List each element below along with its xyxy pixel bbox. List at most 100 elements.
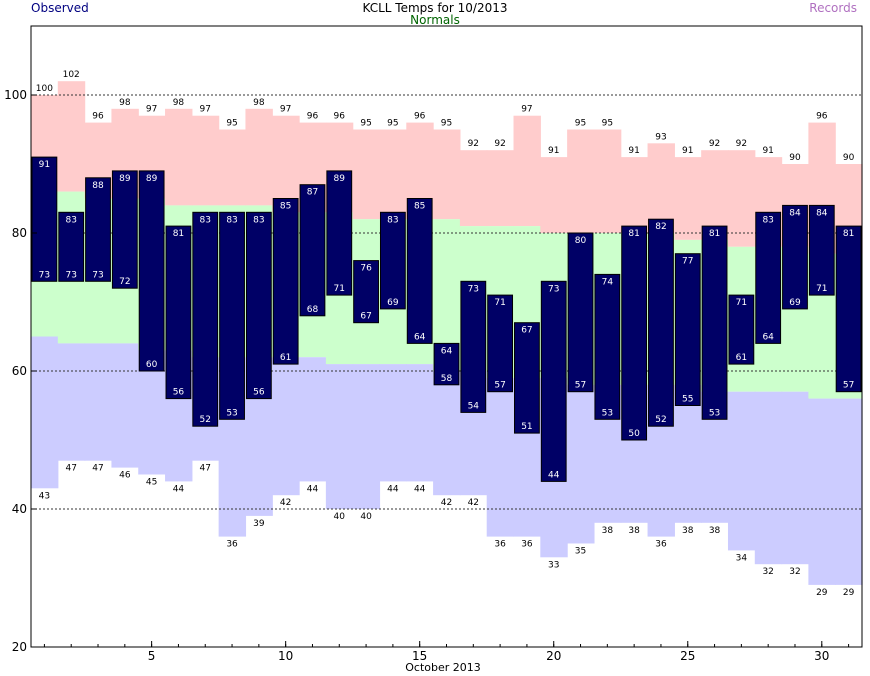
record-high-label: 102 <box>63 70 80 80</box>
record-high-band <box>433 129 461 220</box>
x-axis-label: October 2013 <box>405 661 481 674</box>
record-high-label: 96 <box>414 112 426 122</box>
record-low-label: 36 <box>655 540 667 550</box>
record-low-label: 29 <box>843 588 855 598</box>
record-high-band <box>245 108 273 206</box>
record-low-label: 44 <box>307 484 319 494</box>
record-low-label: 47 <box>65 464 76 474</box>
observed-low-label: 71 <box>816 284 827 294</box>
observed-bar <box>460 280 487 413</box>
record-low-label: 40 <box>334 512 346 522</box>
legend-records: Records <box>809 1 857 15</box>
y-tick-label: 40 <box>12 502 27 516</box>
observed-bar <box>138 170 165 372</box>
record-low-band <box>325 364 354 509</box>
record-high-label: 98 <box>173 98 185 108</box>
record-high-band <box>620 157 649 233</box>
observed-high-label: 67 <box>521 326 532 336</box>
observed-low-label: 73 <box>39 270 50 280</box>
record-high-label: 95 <box>226 119 237 129</box>
record-high-band <box>272 115 300 213</box>
observed-bar <box>728 294 755 365</box>
observed-high-label: 91 <box>39 160 50 170</box>
record-high-band <box>57 81 86 192</box>
observed-low-label: 58 <box>441 374 453 384</box>
observed-low-label: 57 <box>575 381 586 391</box>
record-low-label: 45 <box>146 478 157 488</box>
record-low-band <box>84 343 113 461</box>
observed-bar <box>379 211 406 310</box>
record-high-band <box>218 129 247 206</box>
record-high-label: 96 <box>816 112 828 122</box>
record-high-label: 91 <box>762 146 773 156</box>
record-high-label: 97 <box>146 105 157 115</box>
record-low-band <box>31 336 59 489</box>
record-high-label: 92 <box>736 139 747 149</box>
observed-high-label: 81 <box>628 229 639 239</box>
observed-low-label: 57 <box>843 381 854 391</box>
observed-low-label: 60 <box>146 360 158 370</box>
observed-low-label: 69 <box>387 298 399 308</box>
record-high-label: 100 <box>36 84 53 94</box>
observed-low-label: 67 <box>360 312 371 322</box>
record-low-band <box>808 398 836 585</box>
observed-low-label: 73 <box>65 270 76 280</box>
record-low-label: 46 <box>119 471 131 481</box>
record-high-band <box>513 115 541 227</box>
record-low-band <box>272 357 300 496</box>
observed-high-label: 73 <box>468 284 479 294</box>
observed-high-label: 83 <box>387 215 398 225</box>
record-high-label: 98 <box>119 98 131 108</box>
record-low-band <box>567 384 595 544</box>
record-low-label: 40 <box>360 512 372 522</box>
record-high-band <box>674 157 702 240</box>
record-low-band <box>754 391 783 565</box>
record-low-label: 38 <box>602 526 614 536</box>
observed-bar <box>219 211 245 420</box>
observed-high-label: 74 <box>602 277 614 287</box>
x-tick-label: 5 <box>148 649 156 663</box>
record-high-label: 91 <box>682 146 693 156</box>
observed-bar <box>31 156 58 282</box>
observed-low-label: 44 <box>548 470 560 480</box>
observed-low-label: 72 <box>119 277 130 287</box>
observed-bar <box>755 211 782 344</box>
record-low-label: 29 <box>816 588 828 598</box>
y-tick-label: 20 <box>12 640 27 654</box>
observed-low-label: 56 <box>253 388 265 398</box>
record-low-band <box>406 364 434 482</box>
observed-low-label: 53 <box>709 408 720 418</box>
record-high-band <box>459 150 488 227</box>
record-low-band <box>352 364 381 509</box>
observed-low-label: 53 <box>226 408 237 418</box>
observed-bar <box>406 198 433 344</box>
record-low-label: 36 <box>521 540 533 550</box>
legend-observed: Observed <box>31 1 89 15</box>
record-low-label: 36 <box>226 540 238 550</box>
observed-high-label: 83 <box>762 215 773 225</box>
observed-bar <box>272 198 299 365</box>
observed-bar <box>487 294 514 393</box>
record-low-label: 34 <box>736 553 748 563</box>
observed-high-label: 71 <box>494 298 505 308</box>
record-high-label: 95 <box>575 119 586 129</box>
observed-bar <box>165 225 192 400</box>
record-high-label: 92 <box>494 139 505 149</box>
record-high-band <box>593 129 622 233</box>
record-low-label: 42 <box>441 498 452 508</box>
record-high-label: 97 <box>280 105 291 115</box>
observed-low-label: 53 <box>602 408 613 418</box>
record-low-label: 38 <box>682 526 694 536</box>
observed-high-label: 85 <box>280 202 291 212</box>
record-high-label: 95 <box>441 119 452 129</box>
observed-high-label: 85 <box>414 202 425 212</box>
record-high-label: 91 <box>628 146 639 156</box>
observed-bar <box>567 232 594 393</box>
record-high-label: 95 <box>360 119 371 129</box>
record-low-label: 32 <box>789 567 800 577</box>
observed-low-label: 69 <box>789 298 801 308</box>
record-high-label: 95 <box>602 119 613 129</box>
record-high-band <box>486 150 515 227</box>
observed-high-label: 88 <box>92 181 104 191</box>
y-tick-label: 100 <box>4 88 27 102</box>
